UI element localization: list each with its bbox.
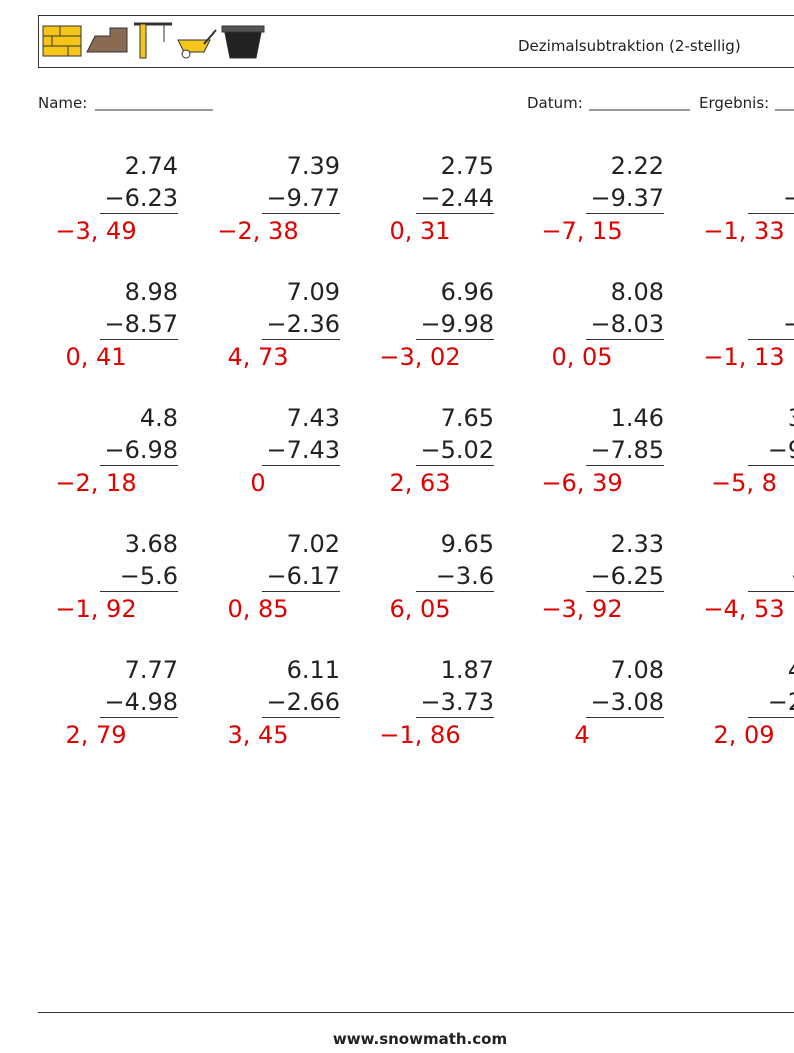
subtrahend: −5.02 bbox=[420, 436, 494, 464]
answer: 4 bbox=[574, 721, 589, 749]
subtrahend: −6.23 bbox=[104, 184, 178, 212]
footer-site: www.snowmath.com bbox=[333, 1030, 507, 1048]
header-box bbox=[38, 15, 794, 68]
answer: 0, 41 bbox=[65, 343, 126, 371]
subtrahend: −5.6 bbox=[120, 562, 178, 590]
subtrahend: −2.36 bbox=[266, 310, 340, 338]
answer: 2, 79 bbox=[65, 721, 126, 749]
subtrahend: −2.66 bbox=[266, 688, 340, 716]
answer: 6, 05 bbox=[389, 595, 450, 623]
answer: −6, 39 bbox=[541, 469, 622, 497]
answer: 2, 63 bbox=[389, 469, 450, 497]
minuend: 1.87 bbox=[441, 656, 494, 684]
subtrahend: −7 bbox=[791, 562, 794, 590]
subtrahend: −3.73 bbox=[420, 688, 494, 716]
subtrahend: −9.37 bbox=[590, 184, 664, 212]
minuend: 8.08 bbox=[611, 278, 664, 306]
title: Dezimalsubtraktion (2-stellig) bbox=[518, 37, 741, 55]
subtrahend: −3. bbox=[783, 310, 794, 338]
subtrahend: −7.85 bbox=[590, 436, 664, 464]
answer: 4, 73 bbox=[227, 343, 288, 371]
name-label: Name: bbox=[38, 94, 87, 112]
minuend: 2.75 bbox=[441, 152, 494, 180]
subtrahend: −2.44 bbox=[420, 184, 494, 212]
answer: −3, 02 bbox=[379, 343, 460, 371]
minuend: 6.96 bbox=[441, 278, 494, 306]
minuend: 7.77 bbox=[125, 656, 178, 684]
answer: 3, 45 bbox=[227, 721, 288, 749]
answer: −7, 15 bbox=[541, 217, 622, 245]
problems: 2.74 −6.23 −3, 49 7.39 −9.77 −2, 38 2.75 −2.44 0… bbox=[55, 152, 794, 749]
answer: 2, 09 bbox=[713, 721, 774, 749]
subtrahend: −6.17 bbox=[266, 562, 340, 590]
answer: −1, 92 bbox=[55, 595, 136, 623]
subtrahend: −7.43 bbox=[266, 436, 340, 464]
minuend: 7.09 bbox=[287, 278, 340, 306]
answer: −1, 33 bbox=[703, 217, 784, 245]
subtrahend: −8.57 bbox=[104, 310, 178, 338]
answer: 0, 85 bbox=[227, 595, 288, 623]
subtrahend: −4.98 bbox=[104, 688, 178, 716]
answer: −1, 86 bbox=[379, 721, 460, 749]
minuend: 1.46 bbox=[611, 404, 664, 432]
subtrahend: −9.5 bbox=[768, 436, 794, 464]
answer: −3, 92 bbox=[541, 595, 622, 623]
subtrahend: −8.03 bbox=[590, 310, 664, 338]
minuend: 3.7 bbox=[788, 404, 794, 432]
answer: −3, 49 bbox=[55, 217, 136, 245]
answer: −1, 13 bbox=[703, 343, 784, 371]
subtrahend: −3.08 bbox=[590, 688, 664, 716]
answer: −5, 8 bbox=[711, 469, 777, 497]
result-label: Ergebnis: bbox=[699, 94, 769, 112]
answer: −4, 53 bbox=[703, 595, 784, 623]
minuend: 2.22 bbox=[611, 152, 664, 180]
date-label: Datum: bbox=[527, 94, 583, 112]
subtrahend: −2.6 bbox=[768, 688, 794, 716]
icons bbox=[42, 22, 265, 59]
answer: −2, 38 bbox=[217, 217, 298, 245]
answer: −2, 18 bbox=[55, 469, 136, 497]
minuend: 6.11 bbox=[287, 656, 340, 684]
minuend: 2.74 bbox=[125, 152, 178, 180]
minuend: 9.65 bbox=[441, 530, 494, 558]
answer: 0, 05 bbox=[551, 343, 612, 371]
minuend: 8.98 bbox=[125, 278, 178, 306]
minuend: 7.08 bbox=[611, 656, 664, 684]
minuend: 7.43 bbox=[287, 404, 340, 432]
minuend: 7.02 bbox=[287, 530, 340, 558]
subtrahend: −9.77 bbox=[266, 184, 340, 212]
subtrahend: −9.98 bbox=[420, 310, 494, 338]
minuend: 3.68 bbox=[125, 530, 178, 558]
subtrahend: −6.98 bbox=[104, 436, 178, 464]
subtrahend: −6.25 bbox=[590, 562, 664, 590]
answer: 0 bbox=[250, 469, 265, 497]
subtrahend: −5. bbox=[783, 184, 794, 212]
minuend: 2.33 bbox=[611, 530, 664, 558]
subtrahend: −3.6 bbox=[436, 562, 494, 590]
minuend: 4.8 bbox=[140, 404, 178, 432]
answer: 0, 31 bbox=[389, 217, 450, 245]
minuend: 7.39 bbox=[287, 152, 340, 180]
minuend: 4.7 bbox=[788, 656, 794, 684]
minuend: 7.65 bbox=[441, 404, 494, 432]
